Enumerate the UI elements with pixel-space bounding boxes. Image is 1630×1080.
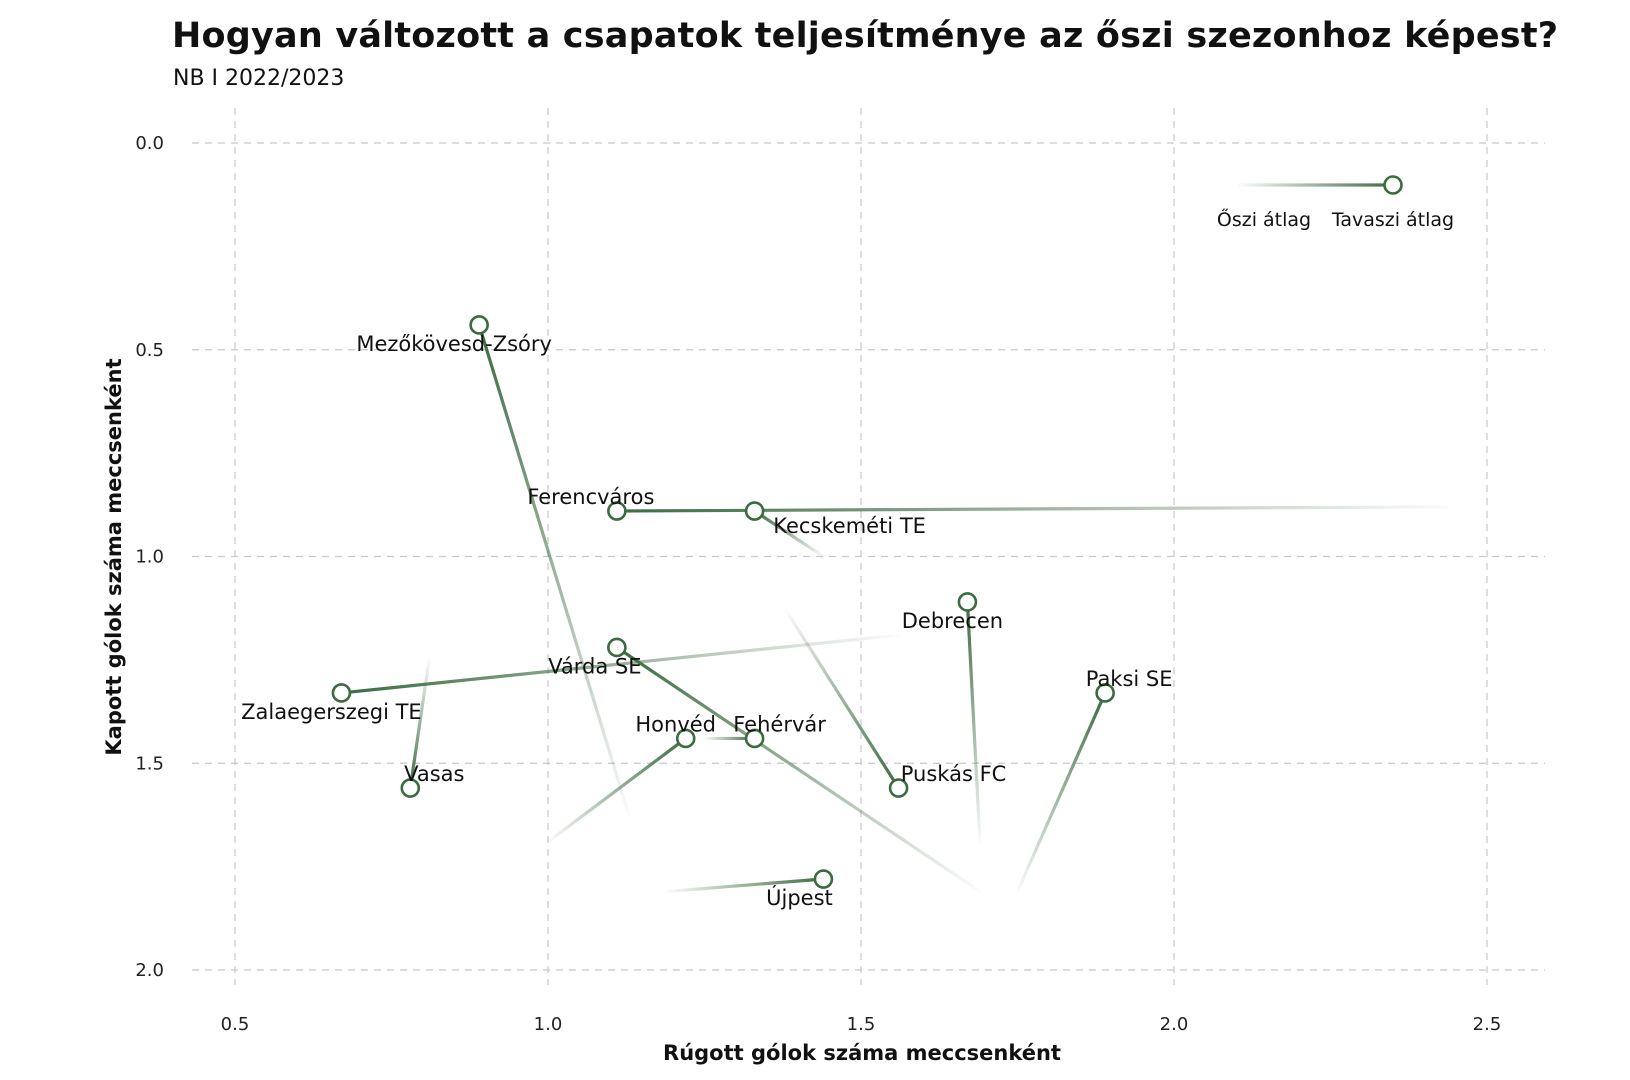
spring-marker [607,501,627,521]
x-tick-label: 0.5 [221,1014,250,1035]
legend-start-label: Őszi átlag [1217,207,1311,231]
x-tick-label: 1.5 [847,1014,876,1035]
legend-marker [1383,175,1403,195]
spring-marker [957,592,978,612]
team-label: Várda SE [548,654,641,678]
spring-marker [813,869,834,889]
team-label: Paksi SE [1086,667,1173,691]
x-tick: 0.5 [221,1014,250,1035]
spring-marker [469,315,489,335]
team-label: Vasas [404,762,464,786]
team-segment [477,323,631,819]
y-tick: 2.0 [135,960,164,981]
team-label: Ferencváros [527,485,654,509]
x-tick: 1.5 [847,1014,876,1035]
team-segment [965,600,982,844]
spring-marker [744,728,765,749]
x-tick: 2.5 [1473,1014,1502,1035]
x-tick-label: 2.0 [1160,1014,1189,1035]
y-tick: 0.5 [135,340,164,361]
team-label: Kecskeméti TE [773,514,926,538]
y-tick-label: 1.0 [135,547,164,568]
y-tick-label: 0.5 [135,340,164,361]
team-segment [784,608,901,790]
x-axis-title: Rúgott gólok száma meccsenként [663,1041,1061,1065]
team-segment [546,736,688,844]
team-segment [408,658,431,790]
team-segment [615,645,982,894]
team-segment [1015,691,1107,894]
team-label: Puskás FC [901,762,1007,786]
legend-end-label: Tavaszi átlag [1331,209,1454,231]
y-axis-title: Kapott gólok száma meccsenként [102,358,126,755]
team-segment [339,633,901,695]
team-labels: Mezőkövesd-Zsóry Ferencváros Kecskeméti TE… [241,332,1172,910]
spring-marker [400,778,421,798]
y-tick: 1.5 [135,753,164,774]
team-segments [339,323,1452,894]
y-tick: 0.0 [135,133,164,154]
x-axis-ticks: 0.5 1.0 1.5 2.0 2.5 [221,1014,1502,1035]
y-tick-label: 1.5 [135,753,164,774]
spring-markers [331,315,1115,889]
legend: Őszi átlag Tavaszi átlag [1217,175,1454,231]
grid-layer [192,108,1545,985]
team-label: Debrecen [902,609,1003,633]
team-segment [752,509,826,559]
team-segment [615,505,1452,513]
x-tick-label: 2.5 [1473,1014,1502,1035]
y-tick-label: 0.0 [135,133,164,154]
team-label: Zalaegerszegi TE [241,700,422,724]
spring-marker [744,501,765,521]
team-label: Honvéd [635,712,716,736]
y-tick-label: 2.0 [135,960,164,981]
spring-marker [675,728,696,749]
chart-subtitle: NB I 2022/2023 [173,66,345,91]
team-label: Újpest [766,885,833,910]
team-label: Fehérvár [733,712,826,736]
chart-title: Hogyan változott a csapatok teljesítmény… [172,16,1559,56]
spring-marker [888,778,909,798]
spring-marker [1095,683,1115,703]
y-axis-ticks: 0.0 0.5 1.0 1.5 2.0 [135,133,164,981]
x-tick-label: 1.0 [534,1014,563,1035]
spring-marker [331,683,352,703]
spring-marker [607,637,627,658]
team-label: Mezőkövesd-Zsóry [356,332,552,356]
x-tick: 2.0 [1160,1014,1189,1035]
x-tick: 1.0 [534,1014,563,1035]
y-tick: 1.0 [135,547,164,568]
team-segment [665,877,826,894]
